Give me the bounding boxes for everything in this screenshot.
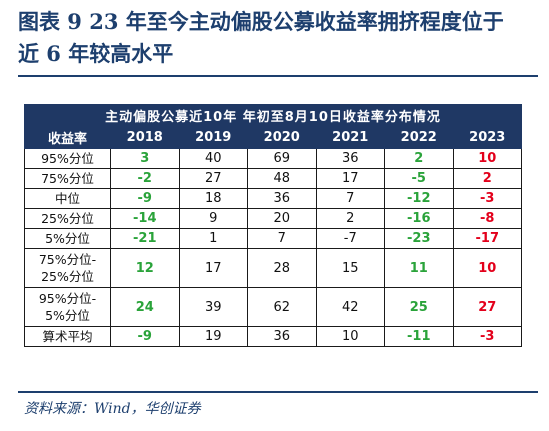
value-cell: -21 (110, 228, 180, 249)
table-row: 算术平均 -9 19 36 10 -11 -3 (24, 326, 522, 347)
value-cell: 7 (247, 228, 317, 249)
table-caption: 主动偏股公募近10年 年初至8月10日收益率分布情况 (24, 104, 522, 126)
value-cell: -3 (452, 188, 522, 209)
value-cell: 36 (315, 148, 385, 169)
value-cell: -2 (110, 168, 180, 189)
value-cell: 24 (110, 287, 180, 327)
row-label: 25%分位 (24, 208, 111, 229)
row-label-line: 95%分位 (41, 151, 94, 166)
row-label: 95%分位 (24, 148, 111, 169)
value-cell: 39 (178, 287, 248, 327)
value-cell: 17 (178, 248, 248, 288)
value-cell: -16 (384, 208, 454, 229)
value-cell: 11 (384, 248, 454, 288)
value-cell: -14 (110, 208, 180, 229)
value-cell: 19 (178, 326, 248, 347)
row-label-line: 算术平均 (42, 329, 93, 344)
value-cell: -3 (452, 326, 522, 347)
value-cell: 36 (247, 326, 317, 347)
row-label-line: 25%分位 (41, 269, 94, 284)
figure-title: 图表 9 23 年至今主动偏股公募收益率拥挤程度位于 近 6 年较高水平 (18, 6, 538, 70)
value-cell: 2 (315, 208, 385, 229)
value-cell: 25 (384, 287, 454, 327)
value-cell: -7 (315, 228, 385, 249)
value-cell: 28 (247, 248, 317, 288)
table-row: 95%分位 3 40 69 36 2 10 (24, 148, 522, 169)
value-cell: 12 (110, 248, 180, 288)
value-cell: 40 (178, 148, 248, 169)
return-distribution-table: 主动偏股公募近10年 年初至8月10日收益率分布情况 收益率 2018 2019… (24, 104, 522, 347)
value-cell: 27 (178, 168, 248, 189)
value-cell: 62 (247, 287, 317, 327)
value-cell: 27 (452, 287, 522, 327)
source-divider (18, 391, 538, 393)
value-cell: 17 (315, 168, 385, 189)
value-cell: 18 (178, 188, 248, 209)
value-cell: -11 (384, 326, 454, 347)
table-row: 75%分位 -2 27 48 17 -5 2 (24, 168, 522, 189)
header-label: 收益率 (24, 125, 111, 149)
value-cell: 2 (384, 148, 454, 169)
header-year: 2022 (384, 125, 454, 149)
header-year: 2018 (110, 125, 180, 149)
value-cell: -23 (384, 228, 454, 249)
table-row: 5%分位 -21 1 7 -7 -23 -17 (24, 228, 522, 249)
row-label: 中位 (24, 188, 111, 209)
row-label-line: 75%分位 (41, 171, 94, 186)
header-year: 2020 (247, 125, 317, 149)
table-row: 中位 -9 18 36 7 -12 -3 (24, 188, 522, 209)
row-label-line: 中位 (54, 191, 80, 206)
value-cell: 3 (110, 148, 180, 169)
table-header-row: 收益率 2018 2019 2020 2021 2022 2023 (24, 125, 522, 149)
table-row: 75%分位- 25%分位 12 17 28 15 11 10 (24, 248, 522, 288)
value-cell: 10 (315, 326, 385, 347)
value-cell: 42 (315, 287, 385, 327)
value-cell: -12 (384, 188, 454, 209)
source-note: 资料来源：Wind，华创证券 (24, 401, 201, 417)
value-cell: 9 (178, 208, 248, 229)
row-label: 算术平均 (24, 326, 111, 347)
figure-title-line-2: 近 6 年较高水平 (18, 41, 174, 66)
value-cell: 20 (247, 208, 317, 229)
value-cell: 48 (247, 168, 317, 189)
value-cell: 10 (452, 148, 522, 169)
value-cell: -5 (384, 168, 454, 189)
row-label-line: 75%分位- (38, 252, 97, 267)
row-label-line: 25%分位 (41, 211, 94, 226)
table-caption-row: 主动偏股公募近10年 年初至8月10日收益率分布情况 (24, 104, 522, 126)
row-label: 5%分位 (24, 228, 111, 249)
header-year: 2021 (315, 125, 385, 149)
value-cell: 69 (247, 148, 317, 169)
value-cell: 7 (315, 188, 385, 209)
value-cell: 1 (178, 228, 248, 249)
header-year: 2019 (178, 125, 248, 149)
value-cell: 15 (315, 248, 385, 288)
value-cell: -8 (452, 208, 522, 229)
value-cell: 2 (452, 168, 522, 189)
row-label-line: 95%分位- (38, 291, 97, 306)
value-cell: -9 (110, 326, 180, 347)
table-row: 95%分位- 5%分位 24 39 62 42 25 27 (24, 287, 522, 327)
value-cell: -9 (110, 188, 180, 209)
figure-title-line-1: 图表 9 23 年至今主动偏股公募收益率拥挤程度位于 (18, 9, 504, 34)
value-cell: 36 (247, 188, 317, 209)
header-year: 2023 (452, 125, 522, 149)
table-row: 25%分位 -14 9 20 2 -16 -8 (24, 208, 522, 229)
row-label: 75%分位 (24, 168, 111, 189)
row-label: 95%分位- 5%分位 (24, 287, 111, 327)
row-label-line: 5%分位 (45, 308, 90, 323)
row-label: 75%分位- 25%分位 (24, 248, 111, 288)
row-label-line: 5%分位 (45, 231, 90, 246)
value-cell: -17 (452, 228, 522, 249)
title-divider (18, 75, 538, 77)
value-cell: 10 (452, 248, 522, 288)
